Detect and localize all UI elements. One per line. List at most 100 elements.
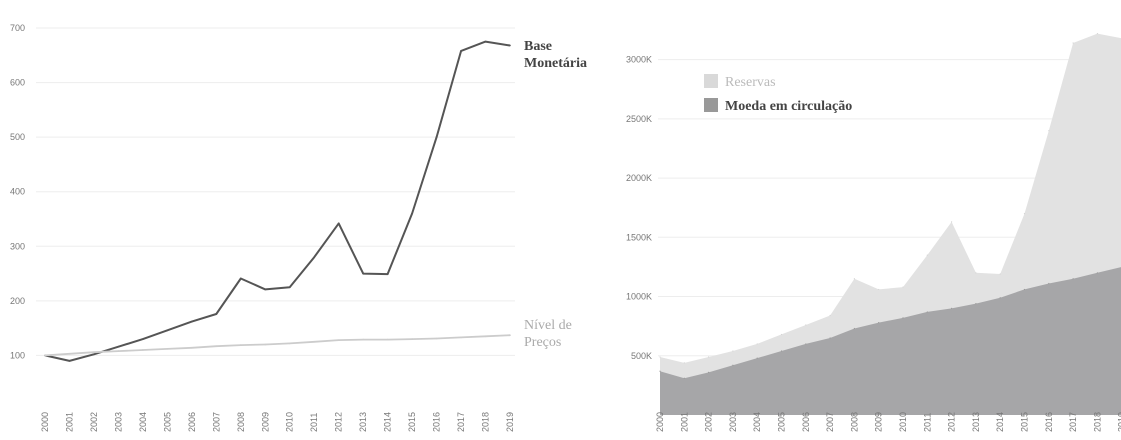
y-tick-label: 2500K	[626, 114, 652, 124]
data-point	[313, 340, 316, 343]
x-tick-label: 2011	[922, 413, 932, 432]
data-point	[878, 322, 880, 324]
data-point	[878, 288, 880, 291]
data-point	[805, 343, 807, 345]
data-point	[68, 352, 71, 355]
data-point	[215, 345, 218, 347]
data-point	[975, 303, 977, 305]
x-tick-label: 2001	[64, 412, 74, 432]
x-tick-label: 2016	[1044, 412, 1054, 432]
y-tick-label: 400	[10, 187, 25, 197]
data-point	[484, 40, 487, 43]
data-point	[215, 313, 218, 315]
data-point	[484, 335, 487, 338]
data-point	[362, 272, 364, 275]
legend-label: Reservas	[725, 75, 776, 90]
x-tick-label: 2018	[1092, 412, 1102, 432]
data-point	[337, 222, 340, 225]
x-tick-label: 2017	[1068, 412, 1078, 432]
data-point	[780, 333, 783, 336]
y-tick-label: 500	[10, 132, 25, 142]
x-tick-label: 2008	[849, 412, 859, 432]
series-label: Preços	[524, 335, 561, 350]
x-tick-label: 2015	[1020, 412, 1030, 432]
data-point	[313, 256, 316, 259]
data-point	[926, 254, 928, 256]
x-tick-label: 2010	[285, 412, 295, 432]
y-tick-label: 2000K	[626, 173, 652, 183]
x-tick-label: 2009	[260, 412, 270, 432]
data-point	[288, 286, 291, 289]
x-tick-label: 2003	[113, 412, 123, 432]
series-label: Monetária	[524, 56, 587, 71]
x-tick-label: 2005	[777, 412, 787, 432]
x-tick-label: 2013	[971, 412, 981, 432]
data-point	[1096, 272, 1098, 274]
data-point	[509, 334, 511, 337]
data-point	[93, 351, 95, 353]
x-tick-label: 2012	[947, 412, 957, 432]
y-tick-label: 700	[10, 23, 25, 33]
data-point	[337, 339, 340, 341]
data-point	[659, 356, 661, 358]
data-point	[264, 288, 267, 291]
x-tick-label: 2000	[655, 412, 665, 432]
legend-swatch	[704, 98, 718, 112]
x-tick-label: 2005	[162, 412, 172, 432]
legend-label: Moeda em circulação	[725, 99, 852, 114]
data-point	[975, 272, 977, 274]
data-point	[166, 348, 169, 350]
x-tick-label: 2001	[679, 412, 689, 432]
x-tick-label: 2011	[309, 413, 319, 432]
series-line	[44, 40, 511, 362]
data-point	[362, 338, 364, 341]
x-tick-label: 2008	[236, 412, 246, 432]
data-point	[460, 50, 462, 52]
data-point	[659, 370, 661, 372]
data-point	[117, 350, 120, 352]
series-line	[44, 334, 511, 357]
x-tick-label: 2014	[383, 412, 393, 432]
data-point	[264, 343, 267, 346]
y-tick-label: 3000K	[626, 55, 652, 65]
x-tick-label: 2014	[995, 412, 1005, 432]
data-point	[829, 314, 831, 317]
x-tick-label: 2004	[752, 412, 762, 432]
area-chart: 500K 1000K 1500K 2000K 2500K 3000K 2000 2001 200…	[626, 32, 1121, 432]
data-point	[435, 136, 438, 138]
x-tick-label: 2002	[704, 412, 714, 432]
data-point	[1096, 32, 1098, 35]
legend-swatch	[704, 74, 718, 88]
data-point	[951, 307, 953, 309]
x-tick-label: 2004	[138, 412, 148, 432]
x-tick-label: 2015	[407, 412, 417, 432]
x-tick-label: 2002	[89, 412, 99, 432]
x-tick-label: 2003	[728, 412, 738, 432]
x-tick-label: 2010	[898, 412, 908, 432]
y-tick-label: 500K	[631, 351, 652, 361]
y-tick-label: 300	[10, 241, 25, 251]
x-tick-label: 2007	[211, 412, 221, 432]
y-tick-label: 200	[10, 296, 25, 306]
data-point	[732, 364, 734, 366]
y-tick-label: 600	[10, 78, 25, 88]
data-point	[1023, 213, 1026, 215]
data-point	[853, 278, 856, 280]
y-tick-label: 1000K	[626, 292, 652, 302]
data-point	[142, 349, 144, 351]
x-tick-label: 2012	[334, 412, 344, 432]
data-point	[411, 338, 413, 340]
data-point	[780, 350, 783, 352]
y-tick-label: 1500K	[626, 232, 652, 242]
data-point	[708, 356, 710, 358]
x-tick-label: 2019	[1117, 412, 1121, 432]
x-tick-label: 2006	[801, 412, 811, 432]
data-point	[683, 377, 685, 379]
x-tick-label: 2018	[481, 412, 491, 432]
data-point	[805, 324, 807, 326]
data-point	[386, 273, 389, 275]
x-tick-label: 2016	[432, 412, 442, 432]
data-point	[999, 273, 1001, 275]
data-point	[411, 212, 413, 215]
